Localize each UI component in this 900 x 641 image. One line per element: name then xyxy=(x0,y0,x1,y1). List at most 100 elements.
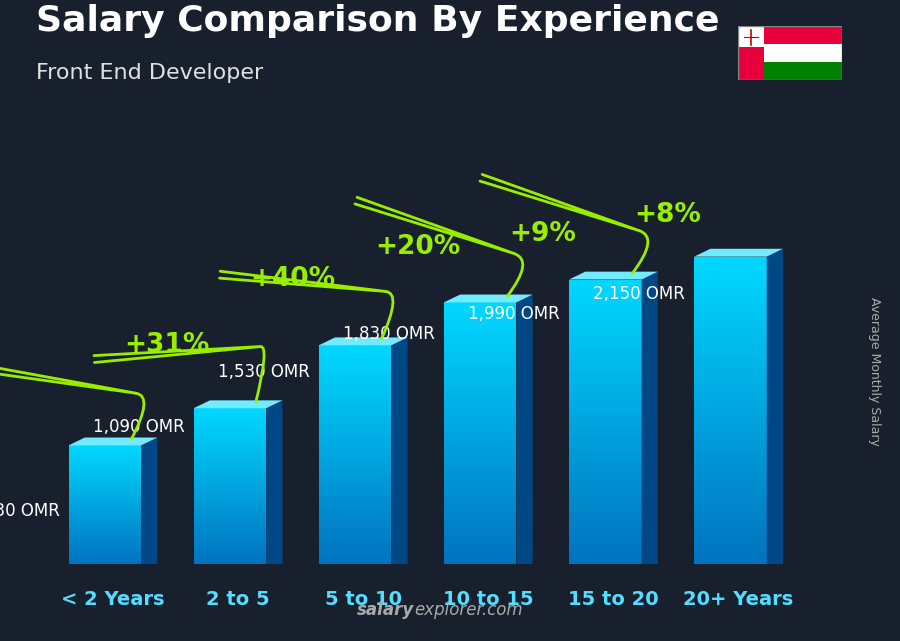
Bar xyxy=(444,371,517,374)
Bar xyxy=(194,426,266,428)
Bar xyxy=(319,359,392,362)
Bar xyxy=(68,513,141,515)
Bar xyxy=(569,529,642,532)
Bar xyxy=(68,539,141,540)
Bar xyxy=(569,347,642,351)
Bar xyxy=(68,520,141,521)
Bar xyxy=(68,560,141,561)
Bar xyxy=(444,303,517,306)
Bar xyxy=(444,515,517,519)
Bar xyxy=(569,315,642,319)
Bar xyxy=(444,378,517,381)
Bar xyxy=(319,389,392,392)
Bar xyxy=(694,268,767,272)
Bar xyxy=(694,560,767,564)
Bar xyxy=(194,517,266,519)
Bar xyxy=(194,537,266,538)
Bar xyxy=(569,401,642,404)
Bar xyxy=(694,441,767,445)
Bar xyxy=(319,537,392,540)
Bar xyxy=(444,476,517,479)
Bar xyxy=(194,428,266,429)
Bar xyxy=(68,465,141,466)
Text: 15 to 20: 15 to 20 xyxy=(568,590,659,609)
Bar xyxy=(194,467,266,469)
Bar xyxy=(569,304,642,308)
Bar xyxy=(444,374,517,378)
Bar xyxy=(444,332,517,335)
Bar xyxy=(694,449,767,453)
Bar xyxy=(319,510,392,512)
Bar xyxy=(569,297,642,301)
Bar xyxy=(569,376,642,379)
Bar xyxy=(194,474,266,476)
Bar xyxy=(694,356,767,360)
Bar xyxy=(319,551,392,553)
Bar xyxy=(319,558,392,562)
Bar xyxy=(194,553,266,554)
Bar xyxy=(194,549,266,551)
Bar xyxy=(569,543,642,546)
Bar xyxy=(319,394,392,397)
Bar xyxy=(444,404,517,407)
Bar xyxy=(194,556,266,558)
Bar xyxy=(569,454,642,458)
Bar xyxy=(68,484,141,485)
Bar xyxy=(444,453,517,456)
Bar xyxy=(569,312,642,315)
Bar xyxy=(694,387,767,391)
Text: 1,530 OMR: 1,530 OMR xyxy=(218,363,310,381)
Bar xyxy=(319,485,392,488)
Bar xyxy=(68,459,141,460)
Bar xyxy=(319,474,392,476)
Bar xyxy=(68,475,141,476)
Bar xyxy=(694,491,767,495)
Bar xyxy=(694,322,767,326)
Polygon shape xyxy=(266,401,283,564)
Bar xyxy=(694,383,767,387)
Bar xyxy=(319,499,392,501)
Bar xyxy=(68,462,141,463)
Bar xyxy=(444,401,517,404)
Bar xyxy=(68,555,141,556)
Bar xyxy=(319,506,392,510)
Bar xyxy=(444,430,517,433)
Bar xyxy=(319,531,392,534)
Bar xyxy=(194,508,266,510)
Bar xyxy=(68,490,141,492)
Text: +20%: +20% xyxy=(375,233,460,260)
Bar xyxy=(319,345,392,348)
Bar xyxy=(569,329,642,333)
Bar xyxy=(444,446,517,449)
Bar xyxy=(694,464,767,468)
Bar xyxy=(194,558,266,560)
Bar xyxy=(194,510,266,512)
Bar xyxy=(68,453,141,454)
Bar xyxy=(68,470,141,472)
Bar xyxy=(194,476,266,478)
Bar xyxy=(194,410,266,412)
Bar xyxy=(68,511,141,512)
Bar xyxy=(569,461,642,465)
Bar xyxy=(68,508,141,509)
Bar xyxy=(68,487,141,488)
Bar xyxy=(694,541,767,545)
Bar xyxy=(569,283,642,287)
Polygon shape xyxy=(319,337,408,345)
Bar xyxy=(444,381,517,384)
Bar xyxy=(68,518,141,520)
Bar xyxy=(694,276,767,279)
Bar xyxy=(444,420,517,424)
Text: < 2 Years: < 2 Years xyxy=(61,590,165,609)
Bar xyxy=(319,490,392,493)
Bar xyxy=(569,486,642,489)
Bar xyxy=(694,306,767,310)
Bar xyxy=(319,476,392,479)
Bar xyxy=(319,406,392,408)
Bar xyxy=(319,348,392,351)
Bar xyxy=(194,429,266,431)
Bar xyxy=(569,308,642,312)
Bar xyxy=(694,337,767,341)
Bar xyxy=(68,476,141,478)
Bar xyxy=(569,362,642,365)
